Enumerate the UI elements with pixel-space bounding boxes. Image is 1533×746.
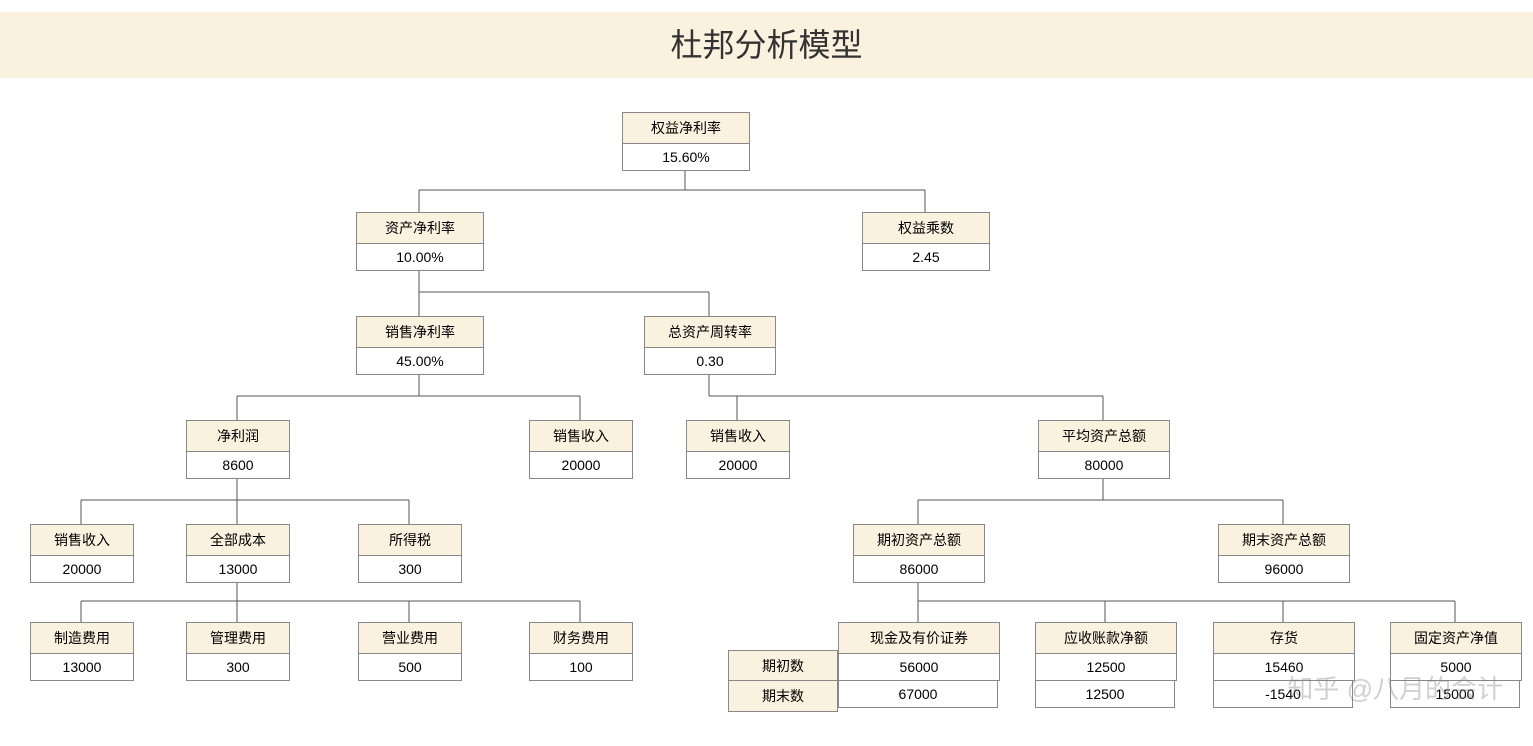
node-value: 56000 xyxy=(839,654,999,680)
node-value: 80000 xyxy=(1039,452,1169,478)
node-roa: 资产净利率10.00% xyxy=(356,212,484,271)
node-admin_cost: 管理费用300 xyxy=(186,622,290,681)
extra-cell-inv_end: -1540 xyxy=(1213,680,1353,708)
node-income_tax: 所得税300 xyxy=(358,524,462,583)
node-avg_assets: 平均资产总额80000 xyxy=(1038,420,1170,479)
node-fixed_net: 固定资产净值5000 xyxy=(1390,622,1522,681)
node-label: 资产净利率 xyxy=(357,213,483,244)
node-value: 20000 xyxy=(687,452,789,478)
node-label: 净利润 xyxy=(187,421,289,452)
node-fin_cost: 财务费用100 xyxy=(529,622,633,681)
extra-cell-cash_end: 67000 xyxy=(838,680,998,708)
node-value: 86000 xyxy=(854,556,984,582)
node-label: 存货 xyxy=(1214,623,1354,654)
node-sales1: 销售收入20000 xyxy=(529,420,633,479)
node-npm: 销售净利率45.00% xyxy=(356,316,484,375)
node-roe: 权益净利率15.60% xyxy=(622,112,750,171)
node-label: 现金及有价证券 xyxy=(839,623,999,654)
node-value: 15.60% xyxy=(623,144,749,170)
node-value: 13000 xyxy=(31,654,133,680)
node-label: 期初资产总额 xyxy=(854,525,984,556)
node-label: 销售收入 xyxy=(687,421,789,452)
node-label: 销售收入 xyxy=(31,525,133,556)
node-label: 管理费用 xyxy=(187,623,289,654)
node-equity_mult: 权益乘数2.45 xyxy=(862,212,990,271)
node-label: 销售净利率 xyxy=(357,317,483,348)
node-value: 96000 xyxy=(1219,556,1349,582)
node-value: 0.30 xyxy=(645,348,775,374)
row-header-end_row: 期末数 xyxy=(728,680,838,712)
node-mfg_cost: 制造费用13000 xyxy=(30,622,134,681)
node-label: 制造费用 xyxy=(31,623,133,654)
node-value: 100 xyxy=(530,654,632,680)
node-begin_assets: 期初资产总额86000 xyxy=(853,524,985,583)
node-value: 20000 xyxy=(530,452,632,478)
node-label: 营业费用 xyxy=(359,623,461,654)
node-label: 固定资产净值 xyxy=(1391,623,1521,654)
node-label: 总资产周转率 xyxy=(645,317,775,348)
node-asset_turn: 总资产周转率0.30 xyxy=(644,316,776,375)
node-value: 10.00% xyxy=(357,244,483,270)
node-value: 300 xyxy=(359,556,461,582)
node-total_cost: 全部成本13000 xyxy=(186,524,290,583)
node-label: 财务费用 xyxy=(530,623,632,654)
node-label: 应收账款净额 xyxy=(1036,623,1176,654)
node-label: 全部成本 xyxy=(187,525,289,556)
node-inventory: 存货15460 xyxy=(1213,622,1355,681)
node-sales2: 销售收入20000 xyxy=(686,420,790,479)
node-value: 500 xyxy=(359,654,461,680)
node-value: 12500 xyxy=(1036,654,1176,680)
extra-cell-fixed_end: 15000 xyxy=(1390,680,1520,708)
node-label: 权益净利率 xyxy=(623,113,749,144)
node-label: 权益乘数 xyxy=(863,213,989,244)
node-value: 8600 xyxy=(187,452,289,478)
node-ar_net: 应收账款净额12500 xyxy=(1035,622,1177,681)
node-value: 45.00% xyxy=(357,348,483,374)
node-sales3: 销售收入20000 xyxy=(30,524,134,583)
node-label: 期末资产总额 xyxy=(1219,525,1349,556)
row-header-begin_row: 期初数 xyxy=(728,650,838,682)
node-net_profit: 净利润8600 xyxy=(186,420,290,479)
node-oper_cost: 营业费用500 xyxy=(358,622,462,681)
node-value: 13000 xyxy=(187,556,289,582)
node-value: 5000 xyxy=(1391,654,1521,680)
node-cash_sec: 现金及有价证券56000 xyxy=(838,622,1000,681)
node-value: 20000 xyxy=(31,556,133,582)
node-value: 2.45 xyxy=(863,244,989,270)
page-title: 杜邦分析模型 xyxy=(0,12,1533,78)
node-value: 15460 xyxy=(1214,654,1354,680)
extra-cell-ar_end: 12500 xyxy=(1035,680,1175,708)
node-value: 300 xyxy=(187,654,289,680)
node-end_assets: 期末资产总额96000 xyxy=(1218,524,1350,583)
node-label: 平均资产总额 xyxy=(1039,421,1169,452)
node-label: 销售收入 xyxy=(530,421,632,452)
node-label: 所得税 xyxy=(359,525,461,556)
